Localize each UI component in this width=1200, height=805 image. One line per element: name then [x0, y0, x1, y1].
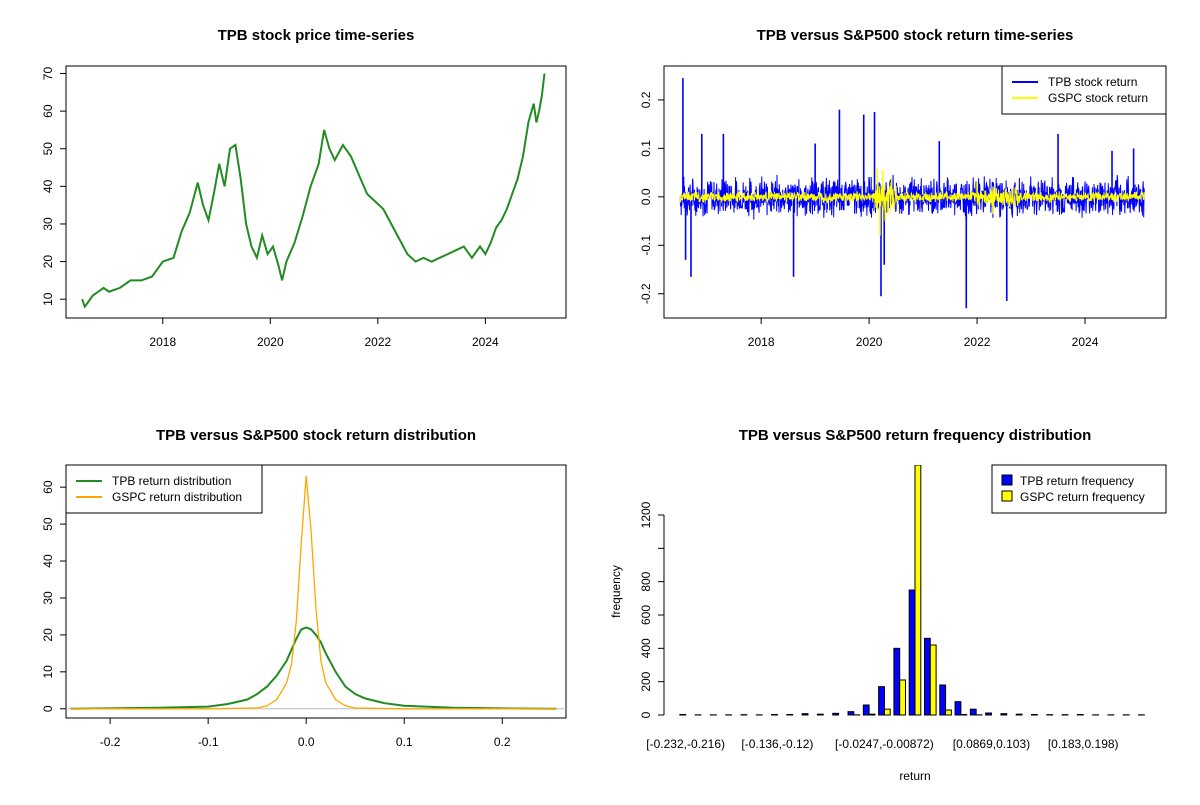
y-tick-label: 60	[41, 104, 55, 118]
chart-price: TPB stock price time-series 2018 2020 2022 2…	[41, 27, 566, 349]
chart-title: TPB versus S&P500 stock return distribut…	[156, 427, 476, 444]
y-tick-label: 0.1	[639, 140, 653, 157]
y-tick-label: 10	[41, 665, 55, 679]
y-tick-label: 0	[41, 705, 55, 712]
x-tick-label: 0.0	[298, 735, 315, 749]
bar-tpb	[772, 715, 778, 716]
chart-title: TPB stock price time-series	[218, 27, 415, 44]
legend-swatch	[1002, 475, 1012, 485]
bar-gspc	[946, 710, 952, 715]
y-tick-label: 40	[41, 179, 55, 193]
series-line-0	[71, 628, 556, 709]
x-tick-label: [-0.0247,-0.00872)	[835, 737, 934, 751]
y-tick-label: 1200	[639, 501, 653, 528]
y-tick-label: 600	[639, 605, 653, 625]
bar-tpb	[986, 713, 992, 715]
x-tick-label: [-0.136,-0.12)	[741, 737, 813, 751]
bar-tpb	[833, 713, 839, 715]
y-tick-label: 20	[41, 255, 55, 269]
legend-box	[1002, 66, 1166, 114]
y-tick-label: 200	[639, 671, 653, 691]
bar-tpb	[680, 715, 686, 716]
y-tick-label: 0.2	[639, 91, 653, 108]
chart-density: TPB versus S&P500 stock return distribut…	[41, 427, 566, 749]
y-tick-label: 0	[639, 711, 653, 718]
legend-swatch	[1002, 491, 1012, 501]
chart-histogram: TPB versus S&P500 return frequency distr…	[609, 427, 1166, 783]
y-tick-label: 20	[41, 628, 55, 642]
bar-gspc	[915, 465, 921, 715]
legend-label: GSPC return frequency	[1020, 490, 1145, 504]
x-tick-label: [-0.232,-0.216)	[646, 737, 725, 751]
bar-tpb	[940, 685, 946, 715]
bar-tpb	[955, 702, 961, 715]
y-axis-label: frequency	[609, 565, 623, 618]
y-tick-label: 70	[41, 67, 55, 81]
bar-tpb	[1032, 715, 1038, 716]
y-tick-label: 60	[41, 480, 55, 494]
y-tick-label: 30	[41, 591, 55, 605]
chart-title: TPB versus S&P500 stock return time-seri…	[757, 27, 1074, 44]
bar-tpb	[1001, 714, 1007, 715]
legend-label: GSPC return distribution	[112, 490, 242, 504]
x-tick-label: 2020	[856, 335, 883, 349]
series-line-0	[82, 74, 544, 307]
y-tick-label: 50	[41, 142, 55, 156]
bar-tpb	[909, 590, 915, 715]
bar-tpb	[924, 638, 930, 715]
x-tick-label: 0.2	[494, 735, 511, 749]
y-tick-label: -0.1	[639, 235, 653, 256]
y-tick-label: 800	[639, 571, 653, 591]
legend: TPB stock return GSPC stock return	[1002, 66, 1166, 114]
y-tick-label: 0.0	[639, 188, 653, 205]
bar-tpb	[970, 709, 976, 715]
y-tick-label: 40	[41, 554, 55, 568]
x-tick-label: 2022	[364, 335, 391, 349]
x-tick-label: 2020	[257, 335, 284, 349]
y-tick-label: 50	[41, 517, 55, 531]
bar-tpb	[1016, 714, 1022, 715]
bar-tpb	[894, 648, 900, 715]
bar-tpb	[863, 705, 869, 715]
bar-tpb	[817, 714, 823, 715]
bar-tpb	[802, 714, 808, 715]
legend-box	[66, 465, 262, 513]
legend-label: TPB return frequency	[1020, 474, 1134, 488]
bar-gspc	[900, 680, 906, 715]
legend-label: GSPC stock return	[1048, 91, 1148, 105]
bar-gspc	[884, 709, 890, 715]
bar-tpb	[879, 687, 885, 715]
legend-box	[992, 465, 1166, 513]
x-tick-label: 2018	[149, 335, 176, 349]
y-tick-label: -0.2	[639, 283, 653, 304]
legend-label: TPB stock return	[1048, 75, 1137, 89]
y-tick-label: 400	[639, 638, 653, 658]
x-tick-label: 2018	[748, 335, 775, 349]
y-tick-label: 10	[41, 292, 55, 306]
bar-gspc	[961, 715, 967, 716]
x-tick-label: [0.183,0.198)	[1048, 737, 1119, 751]
chart-returns: TPB versus S&P500 stock return time-seri…	[639, 27, 1166, 349]
x-tick-label: -0.2	[100, 735, 121, 749]
x-tick-label: -0.1	[198, 735, 219, 749]
legend: TPB return frequency GSPC return frequenc…	[992, 465, 1166, 513]
x-tick-label: 2024	[1072, 335, 1099, 349]
x-tick-label: 2024	[472, 335, 499, 349]
legend: TPB return distribution GSPC return distr…	[66, 465, 262, 513]
bar-tpb	[787, 715, 793, 716]
x-tick-label: 2022	[964, 335, 991, 349]
x-axis-label: return	[899, 769, 930, 783]
x-tick-label: [0.0869,0.103)	[953, 737, 1030, 751]
bar-gspc	[930, 645, 936, 715]
bar-tpb	[848, 712, 854, 715]
legend-label: TPB return distribution	[112, 474, 231, 488]
bar-gspc	[869, 714, 875, 715]
y-tick-label: 30	[41, 217, 55, 231]
chart-title: TPB versus S&P500 return frequency distr…	[739, 427, 1092, 444]
bar-tpb	[1077, 715, 1083, 716]
x-tick-label: 0.1	[396, 735, 413, 749]
